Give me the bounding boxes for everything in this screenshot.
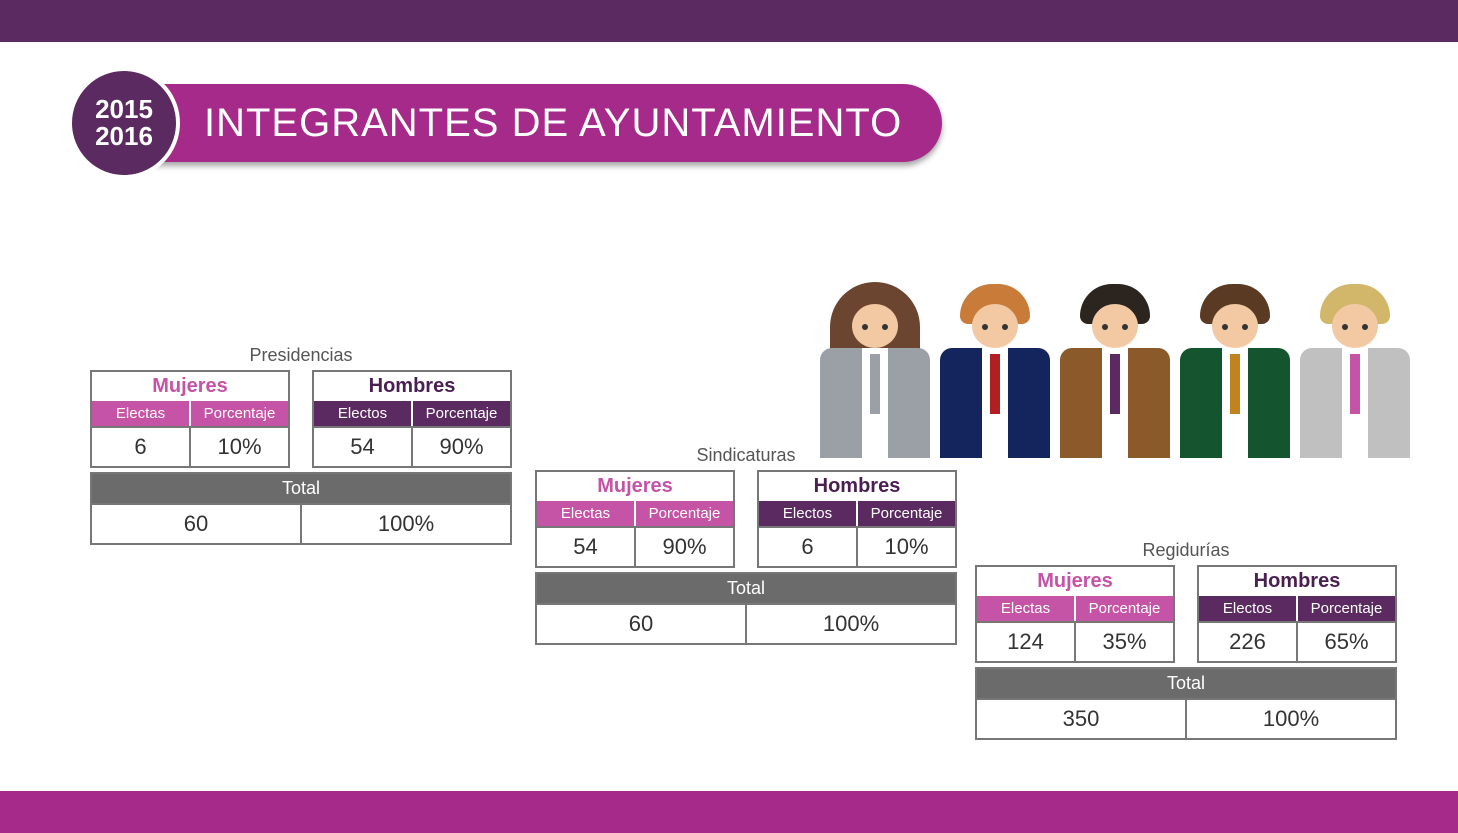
total-percent: 100% xyxy=(745,603,955,643)
women-table: MujeresElectasPorcentaje5490% xyxy=(535,470,735,568)
total-block: Total60100% xyxy=(90,472,512,545)
men-table: HombresElectosPorcentaje22665% xyxy=(1197,565,1397,663)
men-header: Hombres xyxy=(759,472,955,501)
subhead-row: ElectosPorcentaje xyxy=(1199,596,1395,621)
subhead-row: ElectosPorcentaje xyxy=(759,501,955,526)
women-header: Mujeres xyxy=(977,567,1173,596)
elected-label: Electos xyxy=(759,501,856,526)
page-title: INTEGRANTES DE AYUNTAMIENTO xyxy=(124,84,942,162)
section-title: Presidencias xyxy=(90,345,512,366)
value-row: 22665% xyxy=(1199,621,1395,661)
total-count: 350 xyxy=(977,698,1185,738)
women-header: Mujeres xyxy=(92,372,288,401)
elected-value: 54 xyxy=(537,526,634,566)
avatar-man2 xyxy=(1060,290,1170,458)
value-row: 610% xyxy=(92,426,288,466)
elected-label: Electas xyxy=(92,401,189,426)
avatar-man3 xyxy=(1180,290,1290,458)
avatars-row xyxy=(820,290,1410,458)
percent-value: 65% xyxy=(1296,621,1395,661)
avatar-body xyxy=(940,348,1050,458)
avatar-body xyxy=(1180,348,1290,458)
gender-tables: MujeresElectasPorcentaje12435%HombresEle… xyxy=(975,565,1397,663)
total-percent: 100% xyxy=(1185,698,1395,738)
total-count: 60 xyxy=(537,603,745,643)
year-circle: 2015 2016 xyxy=(68,67,180,179)
bottom-bar xyxy=(0,791,1458,833)
value-row: 12435% xyxy=(977,621,1173,661)
subhead-row: ElectasPorcentaje xyxy=(92,401,288,426)
avatar-woman xyxy=(820,290,930,458)
percent-value: 90% xyxy=(634,526,733,566)
women-table: MujeresElectasPorcentaje610% xyxy=(90,370,290,468)
section-regidurias: RegiduríasMujeresElectasPorcentaje12435%… xyxy=(975,540,1397,740)
gender-tables: MujeresElectasPorcentaje5490%HombresElec… xyxy=(535,470,957,568)
avatar-body xyxy=(820,348,930,458)
year-top: 2015 xyxy=(95,96,153,123)
men-header: Hombres xyxy=(314,372,510,401)
percent-value: 90% xyxy=(411,426,510,466)
total-percent: 100% xyxy=(300,503,510,543)
women-table: MujeresElectasPorcentaje12435% xyxy=(975,565,1175,663)
section-sindicaturas: SindicaturasMujeresElectasPorcentaje5490… xyxy=(535,445,957,645)
gender-tables: MujeresElectasPorcentaje610%HombresElect… xyxy=(90,370,512,468)
elected-label: Electas xyxy=(977,596,1074,621)
men-header: Hombres xyxy=(1199,567,1395,596)
percent-label: Porcentaje xyxy=(1296,596,1395,621)
avatar-body xyxy=(1300,348,1410,458)
women-header: Mujeres xyxy=(537,472,733,501)
percent-label: Porcentaje xyxy=(1074,596,1173,621)
avatar-man4 xyxy=(1300,290,1410,458)
total-label: Total xyxy=(977,669,1395,698)
elected-label: Electos xyxy=(314,401,411,426)
value-row: 5490% xyxy=(314,426,510,466)
elected-value: 6 xyxy=(759,526,856,566)
header: 2015 2016 INTEGRANTES DE AYUNTAMIENTO xyxy=(68,78,942,168)
avatar-body xyxy=(1060,348,1170,458)
elected-value: 6 xyxy=(92,426,189,466)
total-row: 60100% xyxy=(92,503,510,543)
total-block: Total60100% xyxy=(535,572,957,645)
top-bar xyxy=(0,0,1458,42)
avatar-head xyxy=(1204,290,1266,352)
section-title: Sindicaturas xyxy=(535,445,957,466)
year-bottom: 2016 xyxy=(95,123,153,150)
percent-label: Porcentaje xyxy=(189,401,288,426)
percent-value: 35% xyxy=(1074,621,1173,661)
total-label: Total xyxy=(92,474,510,503)
percent-value: 10% xyxy=(189,426,288,466)
avatar-man1 xyxy=(940,290,1050,458)
elected-label: Electos xyxy=(1199,596,1296,621)
total-row: 60100% xyxy=(537,603,955,643)
section-presidencias: PresidenciasMujeresElectasPorcentaje610%… xyxy=(90,345,512,545)
elected-label: Electas xyxy=(537,501,634,526)
percent-value: 10% xyxy=(856,526,955,566)
section-title: Regidurías xyxy=(975,540,1397,561)
subhead-row: ElectosPorcentaje xyxy=(314,401,510,426)
percent-label: Porcentaje xyxy=(411,401,510,426)
total-label: Total xyxy=(537,574,955,603)
avatar-head xyxy=(1324,290,1386,352)
percent-label: Porcentaje xyxy=(856,501,955,526)
elected-value: 54 xyxy=(314,426,411,466)
total-block: Total350100% xyxy=(975,667,1397,740)
elected-value: 124 xyxy=(977,621,1074,661)
men-table: HombresElectosPorcentaje610% xyxy=(757,470,957,568)
total-row: 350100% xyxy=(977,698,1395,738)
subhead-row: ElectasPorcentaje xyxy=(977,596,1173,621)
value-row: 5490% xyxy=(537,526,733,566)
men-table: HombresElectosPorcentaje5490% xyxy=(312,370,512,468)
percent-label: Porcentaje xyxy=(634,501,733,526)
elected-value: 226 xyxy=(1199,621,1296,661)
total-count: 60 xyxy=(92,503,300,543)
avatar-head xyxy=(844,290,906,352)
avatar-head xyxy=(1084,290,1146,352)
avatar-head xyxy=(964,290,1026,352)
value-row: 610% xyxy=(759,526,955,566)
subhead-row: ElectasPorcentaje xyxy=(537,501,733,526)
